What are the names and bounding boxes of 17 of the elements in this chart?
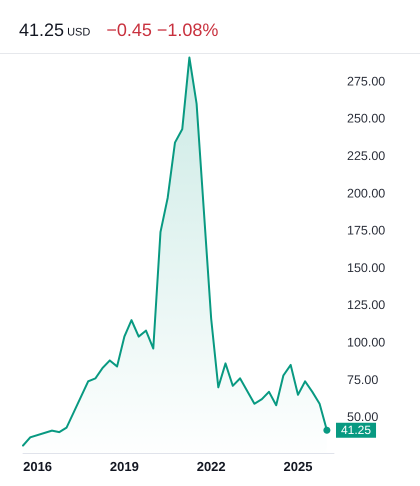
x-tick-label: 2016 <box>23 459 52 474</box>
y-tick-label: 100.00 <box>347 336 386 350</box>
y-tick-label: 75.00 <box>347 372 378 387</box>
x-tick-label: 2025 <box>284 459 312 474</box>
x-tick-label: 2022 <box>196 459 226 474</box>
chart-title: 41.25 USD <box>19 20 90 40</box>
y-tick-label: 250.00 <box>347 112 386 126</box>
chart-subtitle: −0.45 −1.08% <box>106 20 218 40</box>
annotation: 41.25 <box>341 423 372 438</box>
y-tick-label: 125.00 <box>347 298 386 312</box>
x-tick-label: 2019 <box>110 459 139 474</box>
y-tick-label: 225.00 <box>347 148 386 163</box>
y-tick-label: 200.00 <box>347 186 386 200</box>
y-tick-label: 175.00 <box>347 224 386 238</box>
y-tick-label: 150.00 <box>347 260 386 275</box>
y-tick-label: 50.00 <box>347 410 378 424</box>
y-tick-label: 275.00 <box>347 74 386 88</box>
